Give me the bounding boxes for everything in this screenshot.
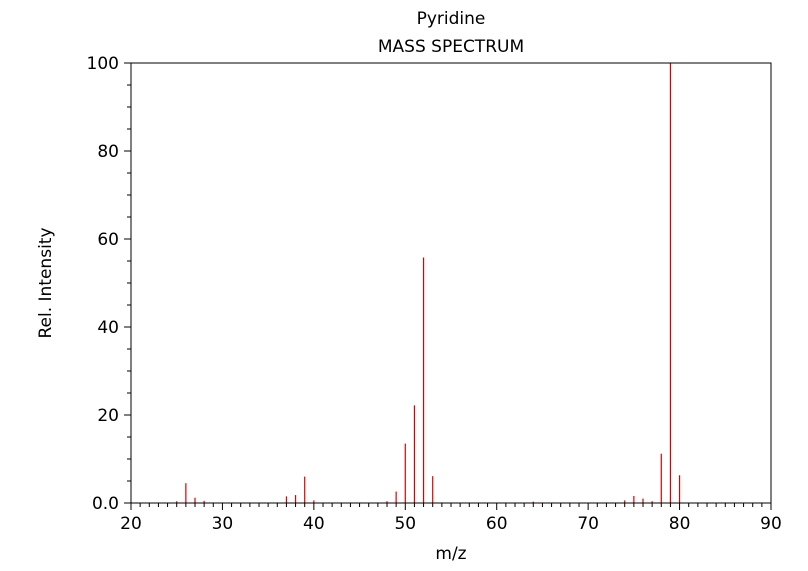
x-tick-label: 80 [669, 514, 691, 534]
chart-title: Pyridine [417, 9, 486, 29]
y-tick-label: 60 [97, 230, 119, 250]
chart-subtitle: MASS SPECTRUM [378, 37, 524, 57]
y-tick-label: 80 [97, 142, 119, 162]
x-tick-label: 60 [486, 514, 508, 534]
x-tick-label: 90 [760, 514, 782, 534]
x-tick-label: 20 [120, 514, 142, 534]
x-axis-label: m/z [435, 544, 466, 564]
x-tick-label: 30 [212, 514, 234, 534]
y-tick-label: 40 [97, 318, 119, 338]
x-tick-label: 40 [303, 514, 325, 534]
y-axis-label: Rel. Intensity [36, 227, 56, 338]
plot-frame [130, 62, 772, 504]
x-tick-label: 50 [394, 514, 416, 534]
y-tick-label: 0.0 [92, 494, 119, 514]
spectrum-peaks [176, 63, 681, 503]
y-tick-label: 100 [87, 54, 119, 74]
x-tick-label: 70 [577, 514, 599, 534]
y-tick-label: 20 [97, 406, 119, 426]
